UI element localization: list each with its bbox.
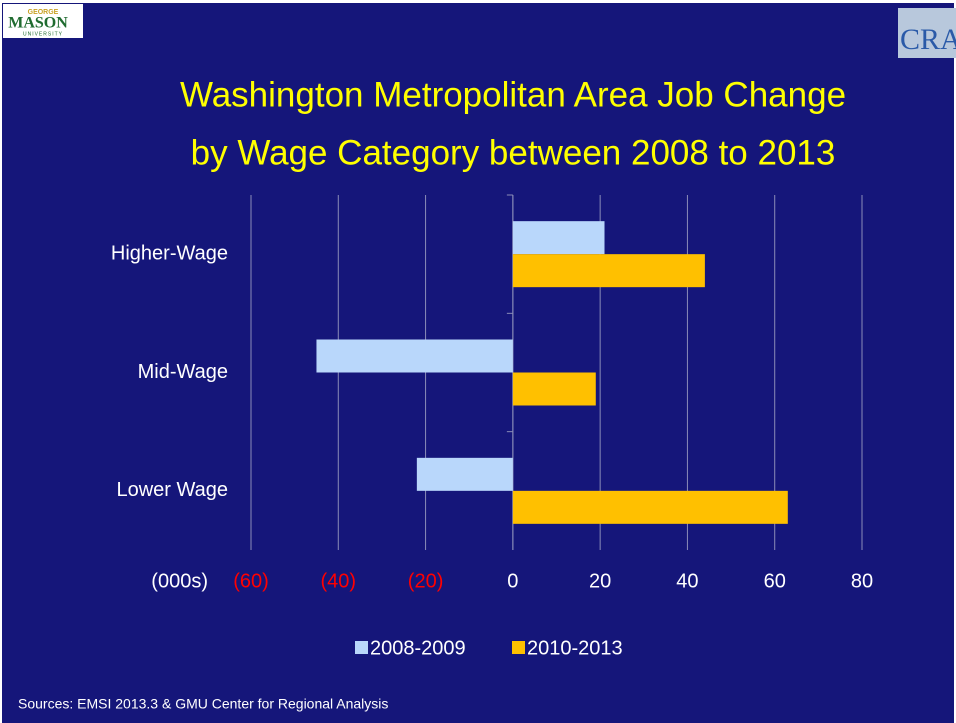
logo-text: CRA xyxy=(900,23,956,56)
logo-box xyxy=(3,4,83,38)
x-tick-label: 60 xyxy=(764,570,786,592)
y-tick-label: Lower Wage xyxy=(116,479,228,501)
logo-box xyxy=(898,8,956,58)
chart-title: Washington Metropolitan Area Job Change xyxy=(180,75,846,114)
x-axis-label: (000s) xyxy=(151,570,208,592)
x-tick-label: 0 xyxy=(507,570,518,592)
bar xyxy=(512,490,788,524)
bar xyxy=(512,221,605,255)
bar xyxy=(512,254,705,288)
x-tick-label: 20 xyxy=(589,570,611,592)
logo-text: UNIVERSITY xyxy=(23,31,63,37)
x-tick-label: 80 xyxy=(851,570,873,592)
y-tick-label: Mid-Wage xyxy=(138,361,228,383)
bar xyxy=(316,339,513,373)
x-tick-label: 40 xyxy=(676,570,698,592)
source: Sources: EMSI 2013.3 & GMU Center for Re… xyxy=(18,696,388,712)
x-tick-label: (60) xyxy=(233,570,269,592)
bar xyxy=(512,372,596,406)
bar xyxy=(416,457,513,491)
legend-swatch xyxy=(512,641,525,654)
chart-title: by Wage Category between 2008 to 2013 xyxy=(191,133,836,172)
legend-label: 2008-2009 xyxy=(370,637,466,659)
logo-text: MASON xyxy=(8,15,68,32)
legend-label: 2010-2013 xyxy=(527,637,623,659)
y-tick-label: Higher-Wage xyxy=(111,242,228,264)
logo-text: GEORGE xyxy=(28,9,59,16)
x-tick-label: (40) xyxy=(320,570,356,592)
x-tick-label: (20) xyxy=(408,570,444,592)
legend-swatch xyxy=(355,641,368,654)
